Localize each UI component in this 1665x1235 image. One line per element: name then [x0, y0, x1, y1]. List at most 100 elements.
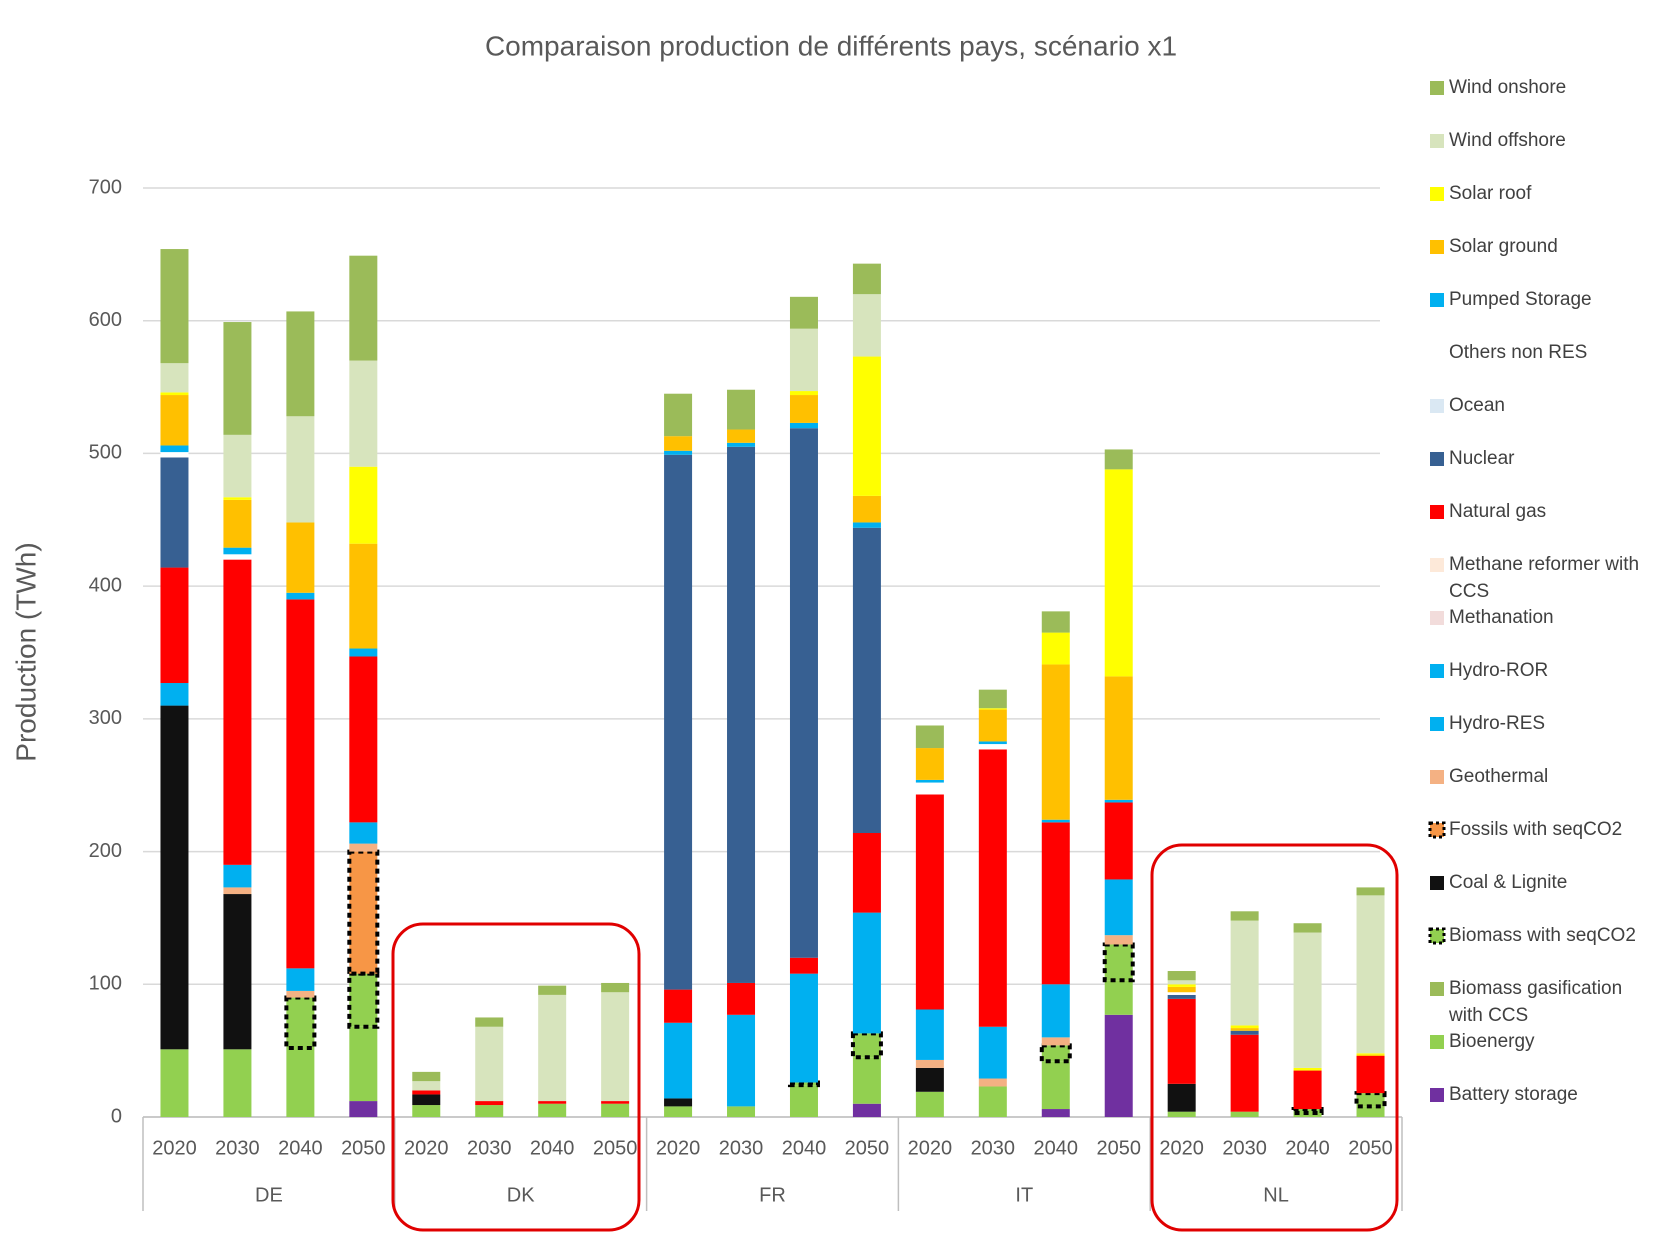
bar-segment [664, 1022, 693, 1099]
bar-segment [1167, 994, 1196, 999]
bar-segment [538, 1103, 567, 1117]
x-tick-label: 2020 [1159, 1137, 1204, 1159]
bar-segment [223, 554, 252, 560]
y-tick-label: 600 [89, 309, 122, 331]
y-tick-label: 500 [89, 442, 122, 464]
x-tick-label: 2030 [719, 1137, 764, 1159]
bar-segment [1230, 1030, 1259, 1035]
group-label: NL [1263, 1184, 1289, 1206]
x-tick-label: 2040 [1285, 1137, 1330, 1159]
bar-segment [1102, 942, 1135, 983]
bar-segment [223, 1049, 252, 1117]
bar-segment [286, 311, 315, 417]
bar-segment [915, 794, 944, 1010]
x-tick-label: 2040 [530, 1137, 575, 1159]
legend-label: Methanation [1449, 607, 1554, 628]
legend-marker [1430, 505, 1444, 519]
bar-segment [349, 360, 378, 467]
legend-marker [1430, 717, 1444, 731]
bar-segment [664, 1098, 693, 1107]
bar-segment [160, 395, 189, 446]
x-tick-label: 2020 [656, 1137, 701, 1159]
bar-segment [1293, 1070, 1322, 1110]
x-tick-label: 2050 [593, 1137, 638, 1159]
bar-segment [160, 705, 189, 1050]
group-label: FR [759, 1184, 786, 1206]
y-tick-label: 0 [111, 1105, 122, 1127]
chart-title: Comparaison production de différents pay… [485, 30, 1177, 61]
bar-segment [852, 495, 881, 523]
bar-segment [1041, 822, 1070, 985]
bar-segment [852, 522, 881, 528]
bar-segment [347, 849, 380, 976]
bar-segment [286, 599, 315, 969]
bar-segment [601, 1103, 630, 1117]
bar-segment [664, 989, 693, 1023]
x-tick-label: 2040 [1034, 1137, 1079, 1159]
legend-marker [1430, 982, 1444, 996]
bar-segment [789, 328, 818, 392]
x-tick-label: 2030 [467, 1137, 512, 1159]
bar-segment [412, 1081, 441, 1091]
bar-segment [664, 454, 693, 990]
bar-segment [1230, 911, 1259, 921]
bar-segment [412, 1094, 441, 1106]
bar-segment [1167, 971, 1196, 981]
bar-segment [286, 522, 315, 593]
bar-segment [978, 1086, 1007, 1117]
bar-segment [789, 973, 818, 1083]
legend-label: Wind offshore [1449, 130, 1566, 151]
bar-segment [1230, 1025, 1259, 1029]
bar-segment [160, 567, 189, 684]
bar-segment [727, 1014, 756, 1107]
legend-label: Pumped Storage [1449, 289, 1592, 310]
legend-marker [1430, 399, 1444, 413]
legend-label: Nuclear [1449, 448, 1515, 469]
bar-segment [349, 255, 378, 361]
bar-segment [349, 843, 378, 852]
bar-segment [1041, 1109, 1070, 1117]
legend-label: Solar roof [1449, 183, 1532, 204]
y-tick-label: 700 [89, 176, 122, 198]
bar-segment [1167, 984, 1196, 987]
bar-segment [1356, 1106, 1385, 1117]
bar-segment [1104, 879, 1133, 936]
highlight-box [1150, 843, 1399, 1232]
bar-segment [978, 709, 1007, 742]
bar-segment [1041, 1037, 1070, 1046]
bar-segment [852, 527, 881, 833]
bar-segment [1041, 984, 1070, 1038]
bar-segment [1293, 932, 1322, 1068]
bar-segment [915, 1059, 944, 1068]
bar-segment [349, 1026, 378, 1102]
bar-segment [475, 1105, 504, 1117]
bar-segment [349, 1101, 378, 1117]
bar-segment [601, 1101, 630, 1104]
bar-segment [349, 648, 378, 657]
y-tick-label: 300 [89, 707, 122, 729]
x-tick-label: 2020 [908, 1137, 953, 1159]
bar-segment [727, 389, 756, 430]
bar-segment [1041, 632, 1070, 665]
highlight-box [391, 922, 641, 1232]
bar-segment [601, 982, 630, 993]
bar-segment [915, 779, 944, 783]
bar-segment [1356, 1055, 1385, 1094]
legend-label: Geothermal [1449, 766, 1548, 787]
bar-segment [1041, 664, 1070, 820]
bar-segment [475, 1101, 504, 1106]
bar-segment [915, 1091, 944, 1117]
bar-segment [538, 985, 567, 995]
legend-marker [1430, 664, 1444, 678]
bar-segment [412, 1071, 441, 1082]
legend-marker [1430, 1088, 1444, 1102]
bar-segment [223, 547, 252, 555]
legend-marker [1430, 558, 1444, 572]
y-tick-label: 100 [89, 973, 122, 995]
bar-segment [223, 497, 252, 500]
legend-label: Coal & Lignite [1449, 872, 1567, 893]
bar-segment [475, 1017, 504, 1027]
legend-marker [1430, 293, 1444, 307]
bar-segment [978, 749, 1007, 1027]
